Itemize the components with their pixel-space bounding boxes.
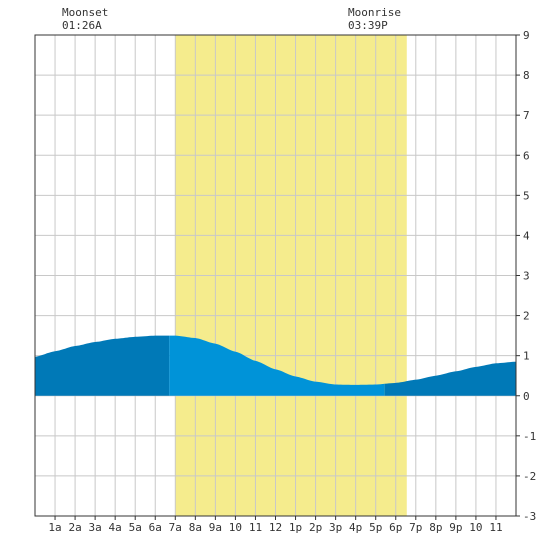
y-tick-label: 1 [523,350,530,363]
x-tick-label: 6a [149,521,162,534]
x-tick-label: 2a [68,521,81,534]
y-tick-label: 7 [523,109,530,122]
x-tick-label: 11 [489,521,502,534]
grid-layer [35,35,516,516]
x-tick-label: 4a [109,521,122,534]
x-tick-label: 1p [289,521,302,534]
y-tick-label: 8 [523,69,530,82]
y-tick-label: 5 [523,189,530,202]
tide-area-night-morning [35,335,170,396]
y-tick-label: 4 [523,229,530,242]
tide-area-layer [35,335,516,396]
x-tick-label: 1a [48,521,61,534]
x-tick-label: 5p [369,521,382,534]
x-tick-label: 3p [329,521,342,534]
x-tick-label: 11 [249,521,262,534]
y-tick-label: 9 [523,29,530,42]
moonrise-time: 03:39P [348,19,388,32]
x-tick-label: 6p [389,521,402,534]
x-tick-label: 10 [469,521,482,534]
x-tick-label: 9a [209,521,222,534]
x-tick-label: 4p [349,521,362,534]
y-tick-label: 3 [523,270,530,283]
x-tick-label: 7a [169,521,182,534]
y-tick-label: -1 [523,430,536,443]
x-tick-label: 8p [429,521,442,534]
moonset-time: 01:26A [62,19,102,32]
x-tick-label: 8a [189,521,202,534]
x-tick-label: 2p [309,521,322,534]
x-tick-label: 12 [269,521,282,534]
x-tick-label: 5a [129,521,142,534]
moonset-label: Moonset [62,6,109,19]
y-tick-label: 6 [523,149,530,162]
x-tick-label: 9p [449,521,462,534]
tide-area-night-evening [384,361,516,396]
x-tick-labels: 1a 2a 3a 4a 5a 6a 7a 8a 9a 10 11 12 1p 2p 3p 4p 5p 6p 7p 8p… [48,516,503,534]
y-tick-label: 0 [523,390,530,403]
y-tick-labels: 9 8 7 6 5 4 3 2 1 0 -1 -2 -3 [516,29,536,523]
y-tick-label: 2 [523,310,530,323]
x-tick-label: 7p [409,521,422,534]
y-tick-label: -3 [523,510,536,523]
x-tick-label: 3a [89,521,102,534]
x-tick-label: 10 [229,521,242,534]
tide-area-day [169,335,385,396]
moonrise-label: Moonrise [348,6,401,19]
y-tick-label: -2 [523,470,536,483]
